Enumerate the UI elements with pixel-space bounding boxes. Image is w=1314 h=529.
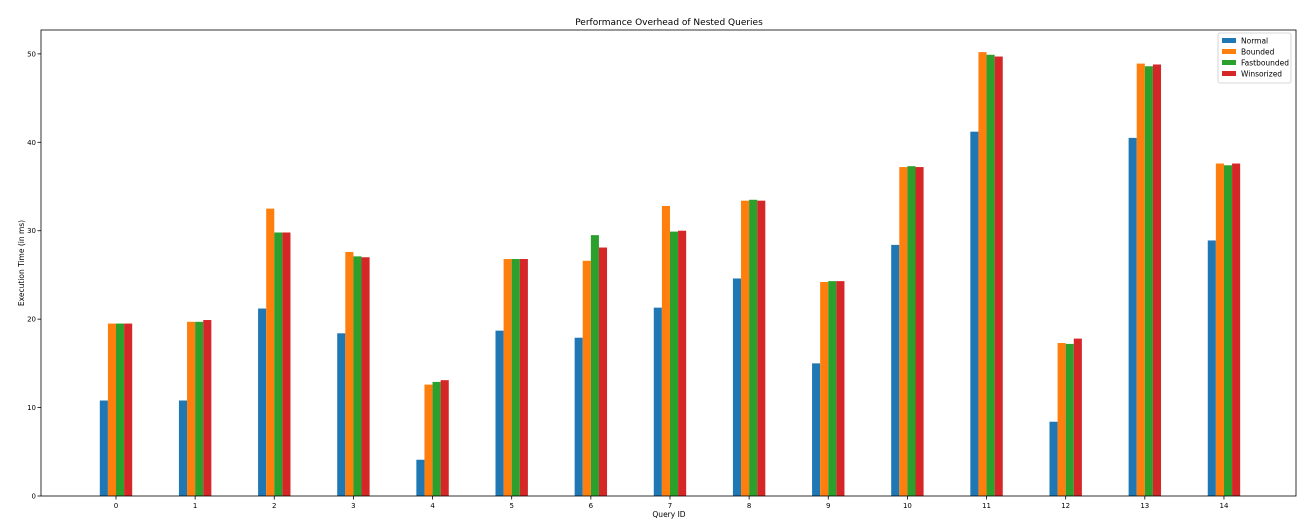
bar-normal-query-9 — [812, 363, 821, 496]
bar-bounded-query-14 — [1215, 163, 1224, 496]
bar-normal-query-5 — [495, 330, 504, 496]
bar-normal-query-3 — [337, 333, 346, 496]
x-tick-label: 5 — [509, 502, 513, 510]
bar-bounded-query-0 — [107, 323, 116, 496]
bar-fastbounded-query-5 — [511, 259, 520, 496]
y-tick-label: 20 — [27, 316, 36, 324]
legend-swatch-fastbounded — [1222, 60, 1236, 65]
bar-fastbounded-query-11 — [986, 54, 995, 496]
legend-label-bounded: Bounded — [1241, 48, 1275, 57]
bar-bounded-query-4 — [424, 384, 433, 496]
bar-winsorized-query-6 — [598, 247, 608, 496]
bar-fastbounded-query-3 — [353, 256, 362, 496]
bar-fastbounded-query-1 — [195, 321, 204, 496]
x-tick-label: 6 — [589, 502, 594, 510]
y-tick-label: 40 — [27, 139, 36, 147]
bar-winsorized-query-7 — [678, 230, 687, 496]
chart-title: Performance Overhead of Nested Queries — [575, 18, 763, 28]
bar-fastbounded-query-10 — [907, 166, 916, 497]
bar-winsorized-query-3 — [361, 257, 370, 496]
bar-fastbounded-query-7 — [669, 231, 679, 497]
bar-winsorized-query-0 — [124, 323, 133, 496]
bar-winsorized-query-1 — [203, 320, 212, 496]
legend-frame — [1217, 32, 1292, 84]
bar-bounded-query-10 — [899, 167, 908, 496]
bar-bounded-query-7 — [661, 205, 670, 496]
bar-bounded-query-3 — [345, 251, 354, 496]
x-tick-label: 3 — [351, 502, 355, 510]
x-tick-label: 12 — [1061, 502, 1070, 510]
bar-normal-query-13 — [1128, 137, 1137, 496]
bar-bounded-query-11 — [978, 52, 987, 497]
bar-normal-query-12 — [1049, 421, 1058, 496]
bar-bounded-query-1 — [187, 321, 196, 496]
y-tick-label: 50 — [27, 50, 36, 58]
plot-area-frame — [40, 29, 1297, 497]
bar-winsorized-query-8 — [757, 200, 766, 496]
bar-winsorized-query-12 — [1073, 338, 1082, 496]
x-tick-label: 11 — [982, 502, 991, 510]
bar-winsorized-query-11 — [994, 56, 1003, 496]
x-tick-label: 7 — [668, 502, 672, 510]
bar-normal-query-14 — [1207, 240, 1216, 496]
bars-group — [99, 52, 1241, 497]
x-tick-label: 13 — [1140, 502, 1149, 510]
bar-bounded-query-12 — [1057, 343, 1066, 496]
x-tick-label: 14 — [1219, 502, 1228, 510]
bar-fastbounded-query-12 — [1065, 343, 1074, 496]
y-ticks-group: 0 10 20 30 40 50 — [27, 50, 41, 501]
bar-bounded-query-8 — [741, 200, 750, 496]
bar-fastbounded-query-6 — [590, 235, 599, 496]
legend-swatch-normal — [1222, 38, 1236, 43]
legend: Normal Bounded Fastbounded Winsorized — [1217, 32, 1292, 84]
x-tick-label: 8 — [747, 502, 751, 510]
x-tick-label: 2 — [272, 502, 276, 510]
bar-bounded-query-2 — [266, 208, 275, 496]
y-tick-label: 10 — [27, 404, 36, 412]
bar-fastbounded-query-9 — [828, 281, 837, 496]
bar-winsorized-query-2 — [282, 232, 291, 497]
bar-fastbounded-query-4 — [432, 381, 441, 496]
bar-fastbounded-query-0 — [116, 323, 125, 496]
y-tick-label: 30 — [27, 227, 36, 235]
bar-winsorized-query-5 — [519, 259, 528, 496]
bar-fastbounded-query-2 — [274, 232, 283, 497]
legend-label-winsorized: Winsorized — [1241, 70, 1282, 79]
bar-winsorized-query-10 — [915, 167, 924, 496]
bar-winsorized-query-14 — [1232, 163, 1241, 496]
bar-normal-query-11 — [970, 131, 979, 496]
x-tick-label: 1 — [193, 502, 197, 510]
x-tick-label: 9 — [826, 502, 830, 510]
x-ticks-group: 0 1 2 3 4 5 6 7 8 9 10 11 12 13 14 — [114, 496, 1229, 510]
bar-normal-query-6 — [574, 337, 583, 496]
y-tick-label: 0 — [32, 493, 36, 501]
bar-winsorized-query-4 — [440, 380, 449, 496]
bar-fastbounded-query-14 — [1223, 165, 1233, 497]
bar-bounded-query-6 — [582, 260, 591, 496]
y-axis-title: Execution Time (in ms) — [17, 220, 26, 306]
bar-normal-query-2 — [258, 308, 267, 496]
bar-bounded-query-13 — [1136, 63, 1145, 496]
legend-swatch-winsorized — [1222, 71, 1236, 76]
bar-bounded-query-5 — [503, 259, 512, 496]
bar-winsorized-query-9 — [836, 281, 845, 496]
x-axis-title: Query ID — [652, 510, 685, 519]
bar-bounded-query-9 — [820, 282, 829, 496]
bar-fastbounded-query-8 — [749, 199, 758, 496]
bar-normal-query-0 — [99, 400, 108, 496]
bar-normal-query-4 — [416, 459, 425, 496]
legend-label-fastbounded: Fastbounded — [1241, 59, 1289, 68]
legend-label-normal: Normal — [1241, 37, 1268, 46]
bar-normal-query-10 — [891, 244, 900, 496]
bar-normal-query-1 — [178, 400, 188, 496]
x-tick-label: 4 — [430, 502, 435, 510]
bar-normal-query-7 — [653, 307, 662, 496]
x-tick-label: 0 — [114, 502, 118, 510]
legend-swatch-bounded — [1222, 49, 1236, 54]
bar-fastbounded-query-13 — [1144, 66, 1153, 496]
x-tick-label: 10 — [903, 502, 912, 510]
bar-winsorized-query-13 — [1152, 64, 1162, 497]
bar-normal-query-8 — [732, 278, 742, 496]
